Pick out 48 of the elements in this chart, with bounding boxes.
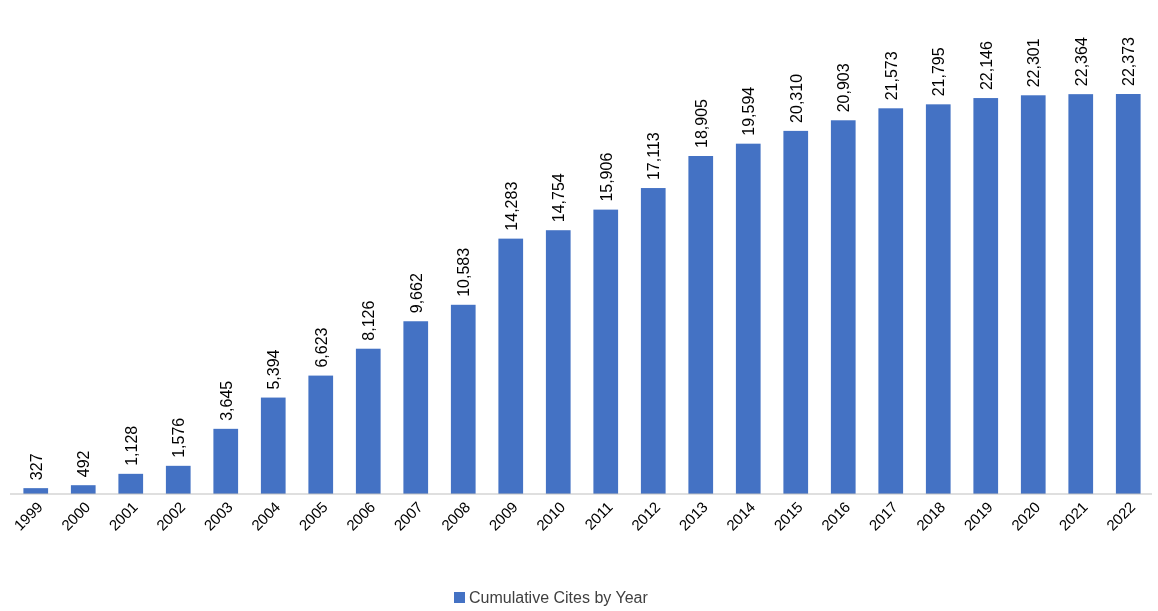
bar	[735, 143, 761, 494]
bar	[1115, 94, 1141, 494]
bar	[308, 375, 334, 494]
bar	[498, 238, 524, 494]
bar	[70, 485, 96, 494]
data-label: 22,364	[1072, 37, 1090, 87]
data-label: 15,906	[597, 152, 615, 202]
bar	[355, 348, 381, 494]
bar	[1020, 95, 1046, 494]
data-label: 14,283	[502, 181, 520, 231]
data-label: 22,301	[1025, 38, 1043, 88]
bar	[1068, 94, 1094, 494]
data-label: 14,754	[550, 173, 568, 223]
bar	[688, 156, 714, 494]
bar	[973, 98, 999, 494]
data-label: 22,373	[1120, 36, 1138, 86]
bar	[403, 321, 429, 494]
bar	[213, 428, 239, 494]
data-label: 17,113	[645, 132, 663, 181]
data-label: 6,623	[312, 327, 330, 368]
data-label: 492	[75, 450, 93, 478]
bar	[878, 108, 904, 494]
data-label: 9,662	[407, 273, 425, 314]
data-label: 327	[27, 453, 45, 481]
data-label: 18,905	[692, 98, 710, 148]
data-label: 1,576	[170, 417, 188, 458]
data-label: 21,573	[882, 51, 900, 101]
data-label: 3,645	[217, 380, 235, 421]
legend-label: Cumulative Cites by Year	[469, 589, 649, 606]
data-label: 5,394	[265, 349, 283, 390]
data-label: 21,795	[930, 47, 948, 97]
data-label: 19,594	[740, 86, 758, 136]
bar	[545, 230, 571, 494]
bar	[783, 130, 809, 494]
bar	[925, 104, 951, 494]
data-label: 1,128	[122, 425, 140, 466]
data-label: 8,126	[360, 300, 378, 341]
data-label: 22,146	[977, 41, 995, 91]
bar	[450, 304, 476, 494]
bar	[260, 397, 286, 494]
bar	[830, 120, 856, 494]
data-label: 20,310	[787, 73, 805, 123]
bar	[118, 473, 144, 494]
bar	[593, 209, 619, 494]
bar	[640, 188, 666, 494]
bar	[165, 465, 191, 494]
data-label: 20,903	[835, 63, 853, 113]
data-label: 10,583	[455, 247, 473, 297]
